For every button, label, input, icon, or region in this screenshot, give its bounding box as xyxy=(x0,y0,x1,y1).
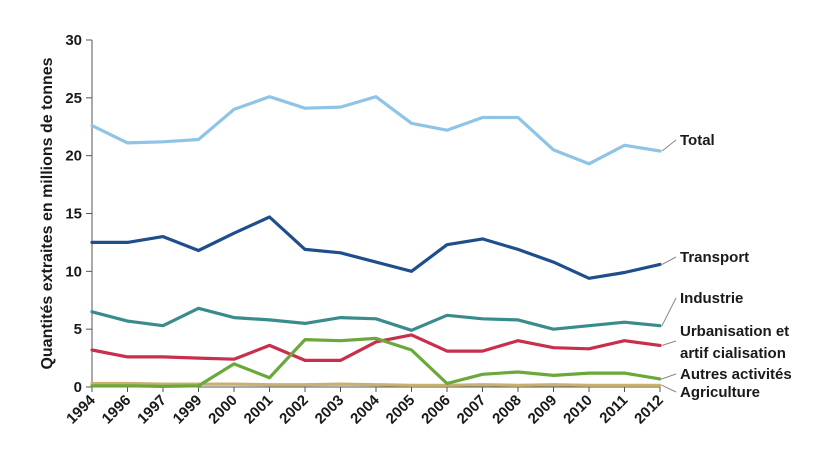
series-line-transport xyxy=(90,215,662,280)
x-tick-label: 2007 xyxy=(454,392,490,428)
x-axis: 1994 1996 1997 1999 2000 2001 2002 2003 2004 2005… xyxy=(63,386,667,428)
x-tick-label: 2002 xyxy=(276,392,312,428)
label-leader-line xyxy=(661,340,677,346)
y-tick-label: 5 xyxy=(74,321,82,338)
x-tick-label: 2004 xyxy=(347,391,383,427)
series-label: artif cialisation xyxy=(680,345,786,362)
label-leader-line xyxy=(661,384,677,393)
y-tick-label: 0 xyxy=(74,379,82,396)
x-tick-label: 1997 xyxy=(134,392,170,428)
y-tick-label: 30 xyxy=(65,32,82,49)
x-tick-label: 1994 xyxy=(63,391,99,427)
x-tick-label: 2009 xyxy=(525,392,561,428)
x-tick-label: 1996 xyxy=(99,392,135,428)
series-line-urbanisation-et-artif-cialisation xyxy=(90,333,662,362)
x-tick-label: 2005 xyxy=(383,392,419,428)
x-tick-label: 2000 xyxy=(205,392,241,428)
series-label: Industrie xyxy=(680,290,743,307)
series-line-total xyxy=(90,95,662,166)
series-label: Autres activités xyxy=(680,366,792,383)
x-tick-label: 2001 xyxy=(241,392,277,428)
x-tick-label: 2003 xyxy=(312,392,348,428)
label-leader-line xyxy=(661,256,677,265)
series-line-industrie xyxy=(90,306,662,332)
x-tick-label: 2012 xyxy=(631,392,667,428)
y-tick-label: 20 xyxy=(65,148,82,165)
y-axis-title: Quantités extraites en millions de tonne… xyxy=(39,57,56,369)
series-labels: Total Transport Industrie Urbanisation et ar… xyxy=(661,132,792,401)
y-axis: 0 5 10 15 20 25 30 xyxy=(65,32,93,396)
y-tick-label: 10 xyxy=(65,263,82,280)
x-tick-label: 2008 xyxy=(489,392,525,428)
series-label: Transport xyxy=(680,249,749,266)
label-leader-line xyxy=(661,139,677,152)
series-line-autres-activit-s xyxy=(90,336,662,388)
label-leader-line xyxy=(661,373,677,380)
x-tick-label: 2010 xyxy=(560,392,596,428)
series-label: Urbanisation et xyxy=(680,323,789,340)
series-label: Total xyxy=(680,132,715,149)
series-label: Agriculture xyxy=(680,384,760,401)
series-line-agriculture xyxy=(90,381,662,387)
x-tick-label: 1999 xyxy=(170,392,206,428)
x-tick-label: 2006 xyxy=(418,392,454,428)
x-tick-label: 2011 xyxy=(596,392,631,427)
series-lines xyxy=(90,95,662,388)
y-tick-label: 25 xyxy=(65,90,82,107)
label-leader-line xyxy=(661,297,677,326)
y-tick-label: 15 xyxy=(65,206,82,223)
